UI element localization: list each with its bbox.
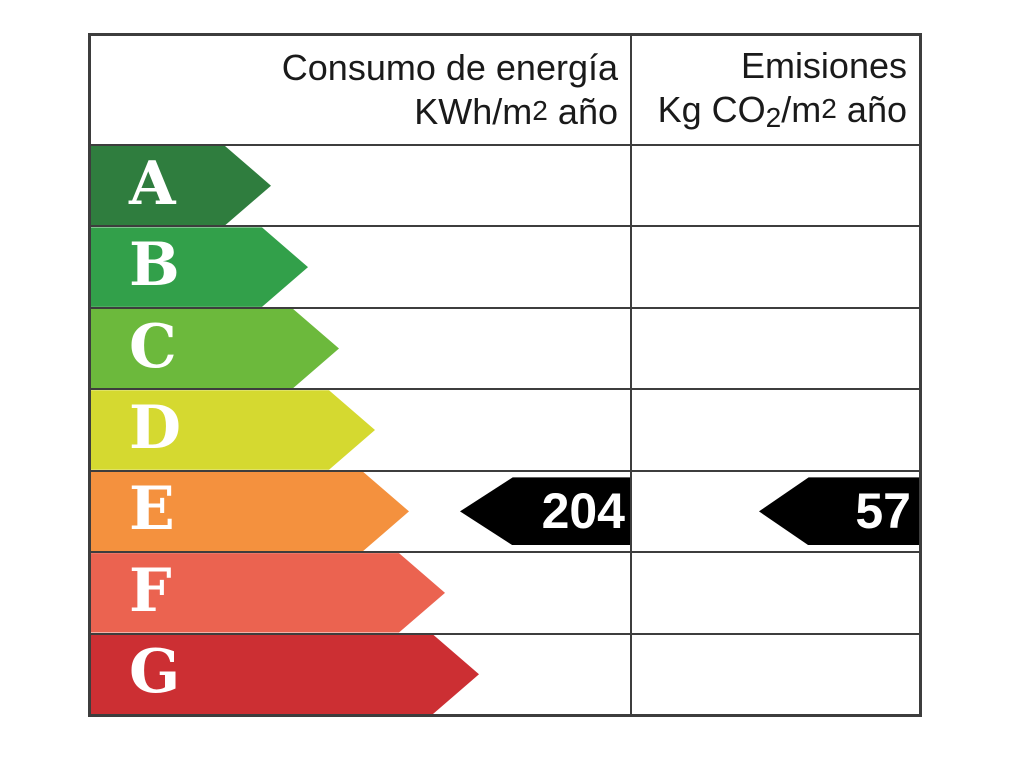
consumo-cell-g: G	[91, 634, 632, 714]
emisiones-cell-e: 57	[632, 472, 919, 551]
rating-arrow-a: A	[91, 146, 271, 225]
rating-row-c: C	[91, 308, 919, 391]
rating-row-e: E 204 57	[91, 471, 919, 554]
consumo-header-title: Consumo de energía	[281, 47, 618, 89]
emisiones-indicator-value: 57	[855, 483, 911, 540]
consumo-indicator-arrow: 204	[460, 477, 630, 546]
rating-arrow-f: F	[91, 553, 445, 632]
rating-row-d: D	[91, 390, 919, 472]
emisiones-header-units: Kg CO2/m2 año	[657, 89, 907, 134]
rating-letter-e: E	[129, 474, 175, 545]
emisiones-cell-a	[632, 146, 919, 225]
emisiones-indicator-arrow: 57	[759, 477, 919, 546]
consumo-cell-a: A	[91, 146, 632, 226]
emisiones-header: Emisiones Kg CO2/m2 año	[632, 36, 919, 144]
consumo-header-units: KWh/m2 año	[414, 91, 618, 132]
emisiones-cell-c	[632, 309, 919, 388]
table-header-row: Consumo de energía KWh/m2 año Emisiones …	[91, 36, 919, 146]
rating-row-b: B	[91, 227, 919, 309]
emisiones-cell-b	[632, 227, 919, 306]
rating-letter-f: F	[129, 555, 172, 626]
consumo-indicator-value: 204	[541, 483, 625, 540]
emisiones-cell-g	[632, 635, 919, 714]
emisiones-cell-d	[632, 390, 919, 469]
rating-arrow-e: E	[91, 472, 409, 551]
emisiones-header-title: Emisiones	[740, 45, 907, 87]
energy-rating-table: Consumo de energía KWh/m2 año Emisiones …	[88, 33, 922, 717]
consumo-cell-e: E 204	[91, 471, 632, 552]
rating-letter-c: C	[129, 311, 177, 382]
emisiones-cell-f	[632, 553, 919, 632]
rating-row-f: F	[91, 553, 919, 635]
rating-letter-g: G	[129, 637, 181, 708]
rating-arrow-c: C	[91, 309, 339, 388]
rating-row-a: A	[91, 146, 919, 228]
rating-letter-b: B	[129, 230, 180, 301]
consumo-cell-f: F	[91, 553, 632, 633]
consumo-cell-d: D	[91, 390, 632, 470]
rating-letter-a: A	[129, 148, 176, 219]
rating-arrow-d: D	[91, 390, 375, 469]
rating-row-g: G	[91, 634, 919, 714]
rating-arrow-g: G	[91, 635, 479, 714]
consumo-cell-b: B	[91, 227, 632, 307]
consumo-cell-c: C	[91, 308, 632, 389]
rating-arrow-b: B	[91, 227, 308, 306]
rating-letter-d: D	[129, 392, 182, 463]
consumo-header: Consumo de energía KWh/m2 año	[91, 36, 632, 144]
